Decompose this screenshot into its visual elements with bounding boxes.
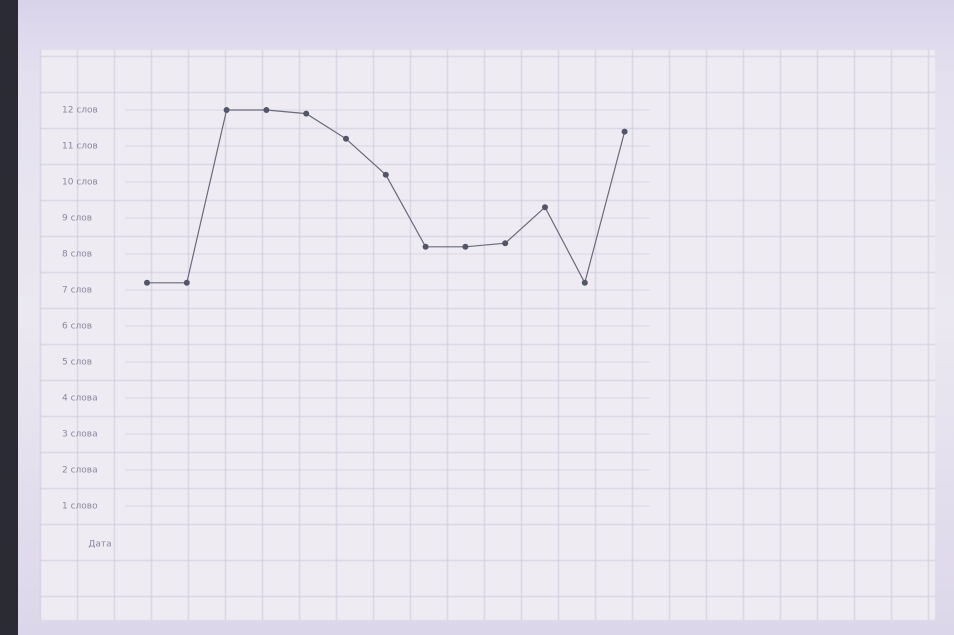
data-point: [502, 240, 509, 247]
y-tick-label: 12 слов: [62, 106, 98, 116]
data-point: [462, 243, 469, 250]
data-point: [581, 279, 588, 286]
data-point: [223, 107, 230, 113]
data-point: [263, 107, 270, 113]
data-point: [542, 204, 548, 211]
y-tick-label: 7 слов: [62, 286, 92, 296]
data-point: [144, 279, 150, 286]
y-tick-label: 3 слова: [62, 430, 98, 440]
y-tick-label: 11 слов: [62, 142, 98, 152]
data-point: [382, 171, 389, 178]
y-tick-label: 8 слов: [62, 250, 92, 260]
y-tick-label: 1 слово: [62, 502, 98, 512]
data-point: [343, 135, 349, 142]
y-tick-label: 6 слов: [62, 322, 92, 332]
x-axis-label: Дата: [88, 540, 111, 550]
y-tick-label: 4 слова: [62, 394, 98, 404]
y-tick-label: 10 слов: [62, 178, 98, 188]
data-point: [422, 243, 429, 250]
graph-paper: [40, 50, 935, 620]
y-tick-label: 2 слова: [62, 466, 98, 476]
y-tick-label: 5 слов: [62, 358, 92, 368]
data-point: [183, 279, 190, 286]
series-line: [147, 109, 626, 285]
data-point: [303, 110, 310, 117]
data-point: [621, 128, 628, 135]
y-tick-label: 9 слов: [62, 214, 92, 224]
